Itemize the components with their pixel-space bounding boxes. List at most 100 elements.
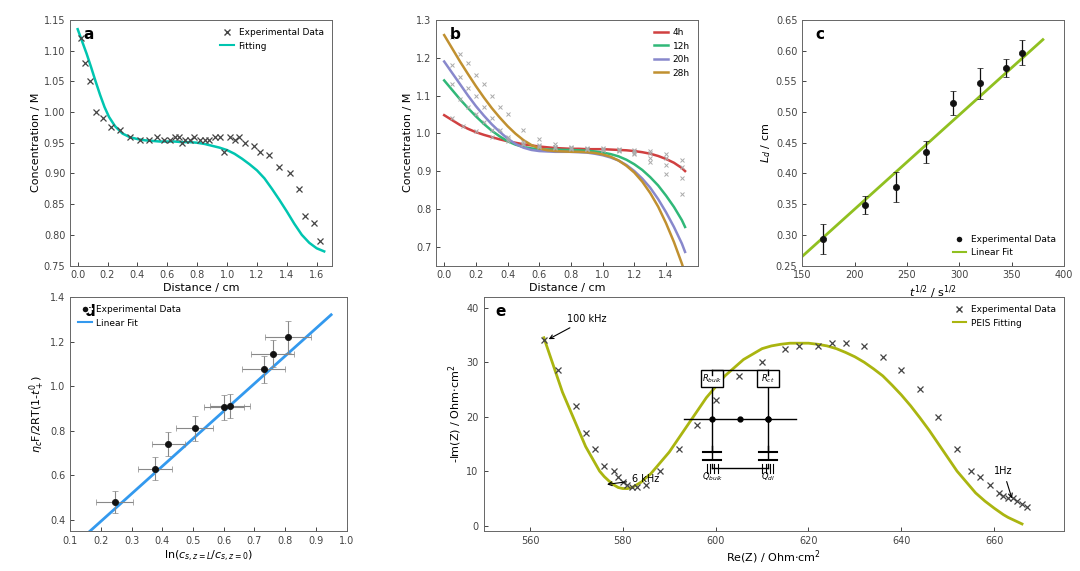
20h bbox=[470, 103, 483, 110]
20h bbox=[454, 81, 467, 87]
28h bbox=[532, 145, 545, 152]
20h bbox=[517, 144, 530, 151]
20h bbox=[556, 148, 569, 155]
Line: 28h: 28h bbox=[444, 35, 685, 274]
4h bbox=[549, 144, 562, 151]
28h bbox=[667, 239, 680, 246]
20h bbox=[636, 175, 649, 182]
20h bbox=[477, 112, 490, 119]
Y-axis label: Concentration / M: Concentration / M bbox=[31, 93, 41, 192]
20h bbox=[644, 184, 657, 191]
12h bbox=[572, 147, 585, 154]
12h bbox=[651, 182, 664, 189]
12h bbox=[525, 145, 538, 152]
Text: 100 kHz: 100 kHz bbox=[550, 313, 607, 339]
Legend: 4h, 12h, 20h, 28h: 4h, 12h, 20h, 28h bbox=[651, 25, 693, 81]
20h bbox=[509, 140, 522, 147]
28h bbox=[470, 83, 483, 90]
28h bbox=[437, 31, 450, 38]
20h bbox=[675, 240, 688, 247]
4h bbox=[589, 146, 602, 152]
12h bbox=[636, 167, 649, 174]
12h bbox=[604, 151, 617, 158]
28h bbox=[660, 220, 673, 227]
12h bbox=[541, 146, 554, 153]
28h bbox=[485, 104, 498, 111]
12h bbox=[620, 156, 633, 163]
12h bbox=[437, 77, 450, 84]
12h bbox=[477, 120, 490, 127]
28h bbox=[604, 153, 617, 160]
12h bbox=[556, 147, 569, 154]
20h bbox=[494, 128, 507, 135]
20h bbox=[596, 152, 609, 159]
28h bbox=[565, 148, 578, 155]
28h bbox=[517, 136, 530, 143]
4h bbox=[461, 126, 474, 132]
28h bbox=[612, 157, 625, 164]
28h bbox=[446, 45, 459, 52]
4h bbox=[636, 149, 649, 156]
20h bbox=[589, 150, 602, 157]
28h bbox=[454, 58, 467, 65]
20h bbox=[437, 58, 450, 65]
12h bbox=[612, 153, 625, 160]
28h bbox=[636, 178, 649, 185]
28h bbox=[501, 123, 514, 130]
20h bbox=[485, 121, 498, 128]
4h bbox=[509, 139, 522, 146]
4h bbox=[678, 168, 691, 175]
X-axis label: ln($c_{s,z=L}$/$c_{s,z=0}$): ln($c_{s,z=L}$/$c_{s,z=0}$) bbox=[164, 549, 253, 564]
4h bbox=[667, 159, 680, 166]
28h bbox=[525, 142, 538, 148]
4h bbox=[660, 155, 673, 162]
4h bbox=[477, 131, 490, 138]
4h bbox=[565, 146, 578, 152]
4h bbox=[596, 146, 609, 152]
4h bbox=[556, 145, 569, 152]
12h bbox=[627, 161, 640, 168]
28h bbox=[580, 149, 593, 156]
28h bbox=[541, 147, 554, 154]
Text: c: c bbox=[815, 27, 824, 42]
20h bbox=[549, 148, 562, 155]
Text: 6 kHz: 6 kHz bbox=[608, 475, 660, 486]
Legend: Experimental Data, PEIS Fitting: Experimental Data, PEIS Fitting bbox=[949, 301, 1059, 331]
Y-axis label: Concentration / M: Concentration / M bbox=[403, 93, 414, 192]
20h bbox=[604, 154, 617, 161]
4h bbox=[620, 147, 633, 154]
12h bbox=[485, 127, 498, 134]
Line: 12h: 12h bbox=[444, 81, 685, 227]
12h bbox=[675, 217, 688, 224]
4h bbox=[580, 146, 593, 152]
4h bbox=[644, 150, 657, 157]
4h bbox=[454, 122, 467, 128]
12h bbox=[660, 192, 673, 199]
4h bbox=[612, 147, 625, 154]
Legend: Experimental Data, Linear Fit: Experimental Data, Linear Fit bbox=[949, 231, 1059, 261]
4h bbox=[517, 141, 530, 148]
X-axis label: Distance / cm: Distance / cm bbox=[529, 283, 605, 293]
20h bbox=[501, 135, 514, 142]
4h bbox=[446, 116, 459, 123]
28h bbox=[549, 148, 562, 155]
X-axis label: $t^{1/2}$ / s$^{1/2}$: $t^{1/2}$ / s$^{1/2}$ bbox=[909, 283, 957, 301]
4h bbox=[651, 152, 664, 159]
4h bbox=[572, 146, 585, 152]
28h bbox=[620, 162, 633, 169]
Line: 20h: 20h bbox=[444, 62, 685, 252]
20h bbox=[620, 162, 633, 168]
28h bbox=[644, 190, 657, 196]
Text: e: e bbox=[495, 304, 505, 319]
28h bbox=[596, 151, 609, 158]
20h bbox=[612, 157, 625, 164]
12h bbox=[565, 147, 578, 154]
20h bbox=[660, 209, 673, 216]
12h bbox=[532, 146, 545, 152]
X-axis label: Re(Z) / Ohm$\cdot$cm$^2$: Re(Z) / Ohm$\cdot$cm$^2$ bbox=[726, 549, 821, 566]
4h bbox=[541, 144, 554, 151]
4h bbox=[470, 128, 483, 135]
12h bbox=[589, 148, 602, 155]
4h bbox=[485, 134, 498, 140]
28h bbox=[651, 203, 664, 210]
